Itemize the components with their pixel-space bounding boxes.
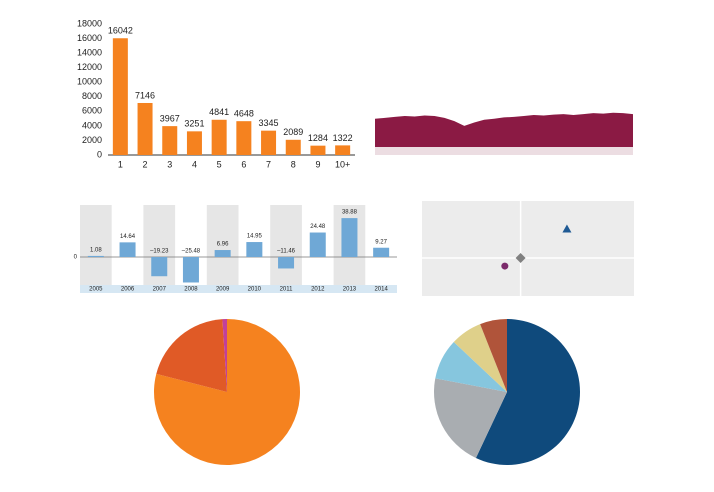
y-tick-label: 8000 xyxy=(82,91,102,101)
x-tick-label: 9 xyxy=(315,159,320,169)
x-tick-label: 1 xyxy=(118,159,123,169)
bar xyxy=(341,218,358,257)
pie-slice xyxy=(453,324,507,392)
data-label: 24.48 xyxy=(310,224,326,230)
data-label: 9.27 xyxy=(375,239,387,245)
bar xyxy=(285,139,301,155)
x-tick-label: 2 xyxy=(143,159,148,169)
bar xyxy=(87,255,104,257)
area-axis-strip xyxy=(375,147,633,155)
pie-slice xyxy=(480,319,507,392)
x-tick-label: 8 xyxy=(291,159,296,169)
data-label: –19.23 xyxy=(150,249,169,255)
data-label: 4648 xyxy=(234,109,254,119)
x-tick-label: 2008 xyxy=(184,287,198,293)
scatter-panel xyxy=(422,201,634,296)
x-tick-label: 2006 xyxy=(121,287,135,293)
y-tick-label: 18000 xyxy=(77,18,102,28)
x-tick-label: 5 xyxy=(217,159,222,169)
x-tick-label: 2012 xyxy=(311,287,325,293)
data-label: 3345 xyxy=(259,118,279,128)
point xyxy=(501,262,509,270)
y-tick-label: 16000 xyxy=(77,33,102,43)
data-label: –25.48 xyxy=(182,249,201,255)
data-label: 2089 xyxy=(283,127,303,137)
x-tick-label: 2011 xyxy=(280,287,294,293)
y-tick-label: 6000 xyxy=(82,106,102,116)
data-label: 14.64 xyxy=(120,234,136,240)
x-tick-label: 7 xyxy=(266,159,271,169)
data-label: 1322 xyxy=(333,133,353,143)
bar xyxy=(309,232,326,257)
bar xyxy=(310,145,326,155)
x-tick-label: 4 xyxy=(192,159,197,169)
band-bg xyxy=(270,205,302,285)
y-tick-label: 0 xyxy=(97,149,102,159)
bar xyxy=(182,257,199,283)
data-label: 14.95 xyxy=(247,234,263,240)
x-tick-label: 2007 xyxy=(153,287,167,293)
bar xyxy=(214,250,231,257)
band-bg xyxy=(80,205,112,285)
y-tick-label: 0 xyxy=(74,255,78,261)
data-label: –11.46 xyxy=(277,249,296,255)
band-bg xyxy=(206,205,239,285)
y-tick-label: 2000 xyxy=(82,135,102,145)
data-label: 6.96 xyxy=(217,242,229,248)
data-label: 3967 xyxy=(160,114,180,124)
y-tick-label: 10000 xyxy=(77,77,102,87)
data-label: 3251 xyxy=(184,119,204,129)
bar xyxy=(246,242,263,257)
data-label: 7146 xyxy=(135,90,155,100)
column-axis-strip xyxy=(80,285,397,293)
x-tick-label: 6 xyxy=(241,159,246,169)
bar xyxy=(335,145,351,155)
bar xyxy=(261,130,277,155)
bar xyxy=(211,119,227,155)
bar xyxy=(151,257,168,277)
bar xyxy=(186,131,202,155)
y-tick-label: 12000 xyxy=(77,62,102,72)
bar xyxy=(119,242,136,257)
x-tick-label: 2014 xyxy=(374,287,388,293)
y-tick-label: 14000 xyxy=(77,47,102,57)
data-label: 16042 xyxy=(108,26,133,36)
bar xyxy=(162,126,178,155)
point xyxy=(562,224,572,233)
data-label: 1284 xyxy=(308,133,328,143)
pie-slice xyxy=(435,342,507,392)
data-label: 4841 xyxy=(209,107,229,117)
pie-slice xyxy=(222,319,227,392)
x-tick-label: 3 xyxy=(167,159,172,169)
data-label: 1.08 xyxy=(90,247,102,253)
bar xyxy=(137,102,153,155)
pie-slice xyxy=(434,378,507,459)
y-tick-label: 4000 xyxy=(82,120,102,130)
pie-slice xyxy=(475,319,580,465)
bar xyxy=(112,38,128,155)
x-tick-label: 2010 xyxy=(248,287,262,293)
bar xyxy=(373,247,390,257)
area xyxy=(375,112,633,147)
x-tick-label: 2013 xyxy=(343,287,357,293)
point xyxy=(515,253,526,263)
bar xyxy=(278,257,295,269)
pie-slice xyxy=(156,319,227,392)
x-tick-label: 2005 xyxy=(89,287,103,293)
bar xyxy=(236,121,252,155)
x-tick-label: 10+ xyxy=(335,159,350,169)
data-label: 38.88 xyxy=(342,210,358,216)
x-tick-label: 2009 xyxy=(216,287,230,293)
